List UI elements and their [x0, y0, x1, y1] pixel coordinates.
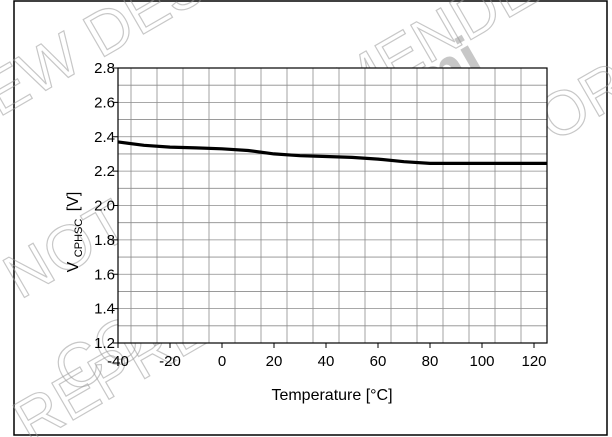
x-tick-label: -40: [107, 353, 129, 370]
x-tick-label: 60: [370, 353, 387, 370]
series-line: [117, 140, 547, 165]
series-layer: [117, 140, 547, 165]
y-axis-title: V CPHSC [V]: [65, 192, 86, 273]
x-tick-label: -20: [159, 353, 181, 370]
y-tick-label: 1.6: [94, 266, 115, 283]
x-tick-label: 80: [422, 353, 439, 370]
x-tick-label: 40: [318, 353, 335, 370]
y-tick-label: 2.8: [94, 60, 115, 77]
x-tick-label: 20: [266, 353, 283, 370]
y-tick-label: 1.8: [94, 232, 115, 249]
tick-labels: -40 -20 0 20 40 60 80 100 120 1.2 1.4 1.6 1.8 2.0 2.2 2…: [94, 60, 546, 370]
plot-area: [117, 67, 548, 344]
y-tick-label: 1.4: [94, 301, 115, 318]
y-tick-label: 1.2: [94, 335, 115, 352]
y-axis-title-main: V: [65, 261, 82, 272]
y-tick-label: 2.6: [94, 94, 115, 111]
y-tick-label: 2.2: [94, 163, 115, 180]
y-tick-label: 2.0: [94, 198, 115, 215]
x-axis-title: Temperature [°C]: [271, 387, 392, 404]
y-axis-title-sub: CPHSC: [73, 219, 85, 258]
x-tick-label: 0: [218, 353, 226, 370]
y-axis-title-unit: [V]: [65, 192, 82, 212]
figure-border: [13, 0, 608, 436]
x-tick-label: 120: [521, 353, 546, 370]
svg-text:V CPHSC [V]: V CPHSC [V]: [65, 192, 86, 273]
x-tick-label: 100: [469, 353, 494, 370]
y-tick-label: 2.4: [94, 129, 115, 146]
